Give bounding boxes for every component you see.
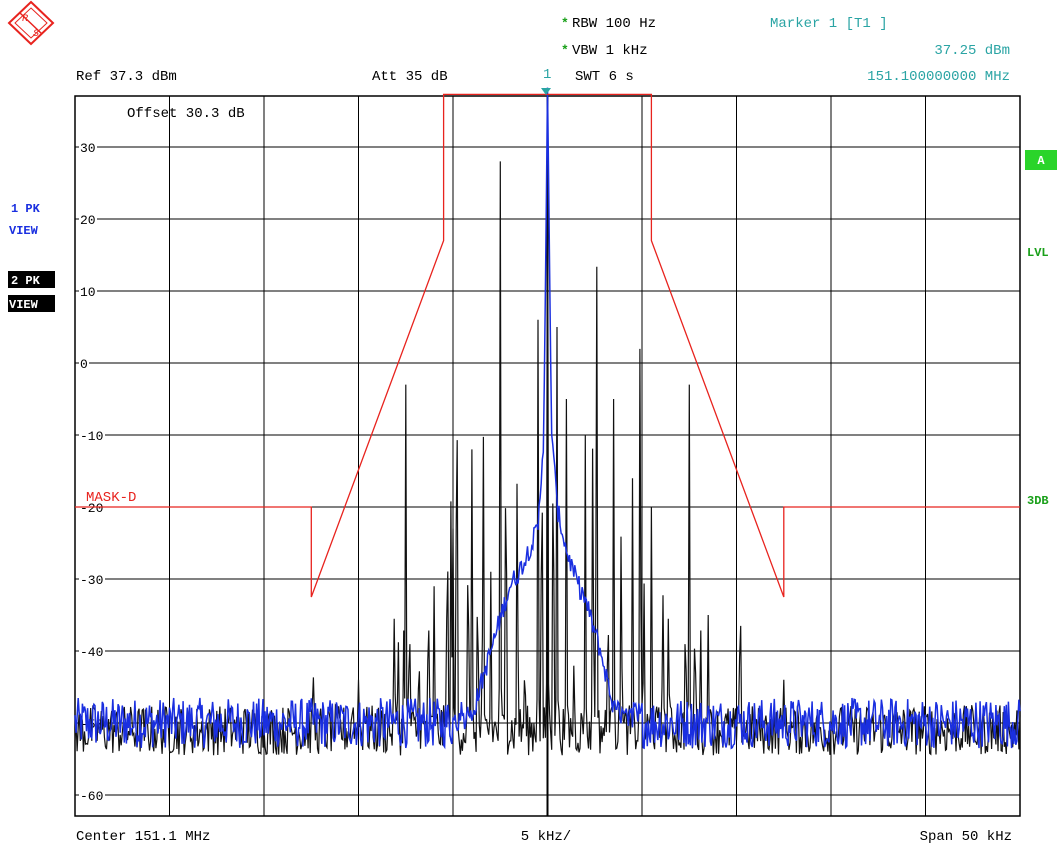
y-tick-label-bg [79, 356, 89, 370]
y-tick-label-bg [79, 140, 97, 154]
ref-level-label: Ref 37.3 dBm [76, 69, 177, 85]
lvl-indicator: LVL [1027, 246, 1049, 260]
attenuation-label: Att 35 dB [372, 69, 448, 85]
y-tick-label: -20 [80, 501, 103, 516]
trace-a-indicator [1025, 150, 1057, 170]
trace-1-line [74, 87, 1021, 750]
trace-a-label: A [1037, 154, 1045, 168]
marker-title: Marker 1 [T1 ] [770, 16, 888, 32]
trace2-view-label: VIEW [9, 298, 39, 312]
y-tick-label: 20 [80, 213, 96, 228]
rohde-schwarz-logo: R S [7, 0, 55, 46]
marker-1-triangle [541, 88, 551, 95]
offset-label: Offset 30.3 dB [127, 106, 245, 122]
y-tick-label-bg [79, 572, 105, 586]
y-tick-label-bg [79, 428, 105, 442]
logo-letter-s: S [33, 29, 39, 40]
y-tick-label: 10 [80, 285, 96, 300]
y-tick-label: 0 [80, 357, 88, 372]
y-tick-label-bg [79, 788, 105, 802]
y-tick-label: -10 [80, 429, 103, 444]
marker-frequency: 151.100000000 MHz [867, 69, 1010, 85]
y-tick-label: -60 [80, 789, 103, 804]
division-label: 5 kHz/ [521, 829, 571, 845]
y-tick-label-bg [79, 212, 97, 226]
marker-number-label: 1 [543, 67, 551, 83]
limit-mask-line [75, 93, 1020, 598]
y-tick-label: -30 [80, 573, 103, 588]
trace2-mode-label: 2 PK [11, 274, 41, 288]
trace1-mode-label: 1 PK [11, 202, 41, 216]
y-tick-label: -40 [80, 645, 103, 660]
trace2-mode-bg [8, 271, 55, 288]
logo-letter-r: R [22, 14, 28, 25]
y-tick-label-bg [79, 644, 105, 658]
vbw-label: VBW 1 kHz [572, 43, 648, 59]
trace1-view-label: VIEW [9, 224, 39, 238]
y-tick-label-bg [79, 284, 97, 298]
span-label: Span 50 kHz [920, 829, 1012, 845]
marker-level: 37.25 dBm [934, 43, 1010, 59]
3db-indicator: 3DB [1027, 494, 1049, 508]
vbw-star: * [561, 43, 569, 58]
rbw-label: RBW 100 Hz [572, 16, 656, 32]
trace2-view-bg [8, 295, 55, 312]
rbw-star: * [561, 16, 569, 31]
swt-label: SWT 6 s [575, 69, 634, 85]
mask-label: MASK-D [86, 490, 136, 506]
center-frequency-label: Center 151.1 MHz [76, 829, 210, 845]
y-tick-label: 30 [80, 141, 96, 156]
